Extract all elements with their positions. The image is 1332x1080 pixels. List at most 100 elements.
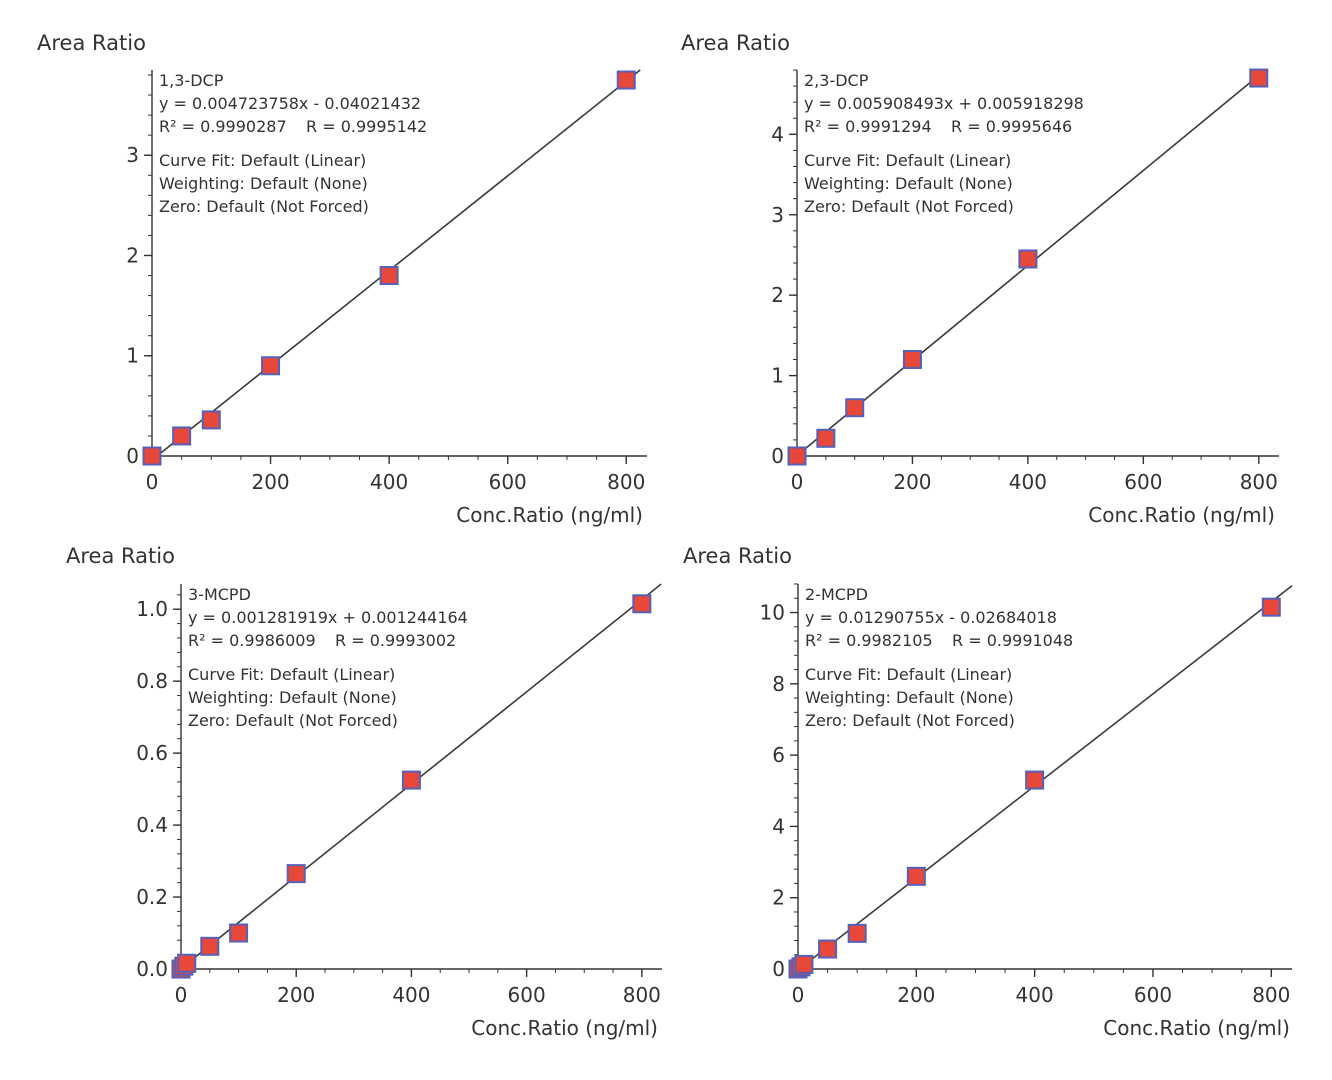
data-point — [816, 428, 836, 448]
regression-equation: y = 0.01290755x - 0.02684018 — [805, 608, 1057, 627]
r-value-text: R = 0.9995142 — [306, 117, 427, 136]
x-tick-label: 200 — [893, 470, 931, 494]
x-tick-label: 0 — [175, 983, 188, 1007]
zero-text: Zero: Default (Not Forced) — [188, 711, 398, 730]
x-tick-label: 0 — [791, 470, 804, 494]
y-tick-label: 10 — [760, 601, 785, 625]
r-squared-text: R² = 0.9991294 — [804, 117, 932, 136]
x-axis-label: Conc.Ratio (ng/ml) — [1088, 503, 1275, 527]
x-tick-label: 800 — [1252, 983, 1290, 1007]
compound-name: 1,3-DCP — [159, 71, 224, 90]
regression-equation: y = 0.005908493x + 0.005918298 — [804, 94, 1084, 113]
weighting-text: Weighting: Default (None) — [804, 174, 1013, 193]
x-tick-label: 200 — [277, 983, 315, 1007]
data-point — [794, 954, 814, 974]
data-point — [632, 594, 652, 614]
y-tick-label: 1 — [771, 364, 784, 388]
r-squared-text: R² = 0.9982105 — [805, 631, 933, 650]
x-tick-label: 800 — [1240, 470, 1278, 494]
r-value-text: R = 0.9991048 — [952, 631, 1073, 650]
fit-line — [156, 69, 641, 457]
x-tick-label: 200 — [251, 470, 289, 494]
x-tick-label: 400 — [392, 983, 430, 1007]
x-tick-label: 600 — [508, 983, 546, 1007]
r-squared-text: R² = 0.9990287 — [159, 117, 287, 136]
y-tick-label: 4 — [771, 122, 784, 146]
y-tick-label: 3 — [126, 143, 139, 167]
x-tick-label: 800 — [623, 983, 661, 1007]
x-axis-label: Conc.Ratio (ng/ml) — [456, 503, 643, 527]
fit-line — [798, 585, 1293, 970]
compound-name: 2-MCPD — [805, 585, 868, 604]
data-point — [787, 446, 807, 466]
data-point — [261, 356, 281, 376]
y-tick-label: 6 — [772, 743, 785, 767]
data-point — [379, 266, 399, 286]
x-tick-label: 400 — [370, 470, 408, 494]
x-tick-label: 400 — [1016, 983, 1054, 1007]
y-tick-label: 0.0 — [136, 957, 168, 981]
y-tick-label: 8 — [772, 672, 785, 696]
fit-line — [180, 583, 662, 970]
chart-panel-2-mcpd: 0 2 4 6 8 10 0 200 400 600 800 Area Ratio Conc.Ratio… — [683, 544, 1293, 1040]
curve-fit-text: Curve Fit: Default (Linear) — [804, 151, 1011, 170]
data-point — [229, 923, 249, 943]
chart-panel-3-mcpd: 0.0 0.2 0.4 0.6 0.8 1.0 0 200 400 600 800 Area Rati… — [66, 544, 662, 1040]
y-axis-label: Area Ratio — [37, 31, 146, 55]
data-point — [1261, 597, 1281, 617]
compound-name: 3-MCPD — [188, 585, 251, 604]
y-tick-label: 2 — [126, 243, 139, 267]
data-point — [845, 398, 865, 418]
data-point — [200, 936, 220, 956]
r-value-text: R = 0.9993002 — [335, 631, 456, 650]
curve-fit-text: Curve Fit: Default (Linear) — [188, 665, 395, 684]
y-tick-label: 0 — [772, 957, 785, 981]
data-point — [1249, 68, 1269, 88]
x-axis-label: Conc.Ratio (ng/ml) — [1103, 1016, 1290, 1040]
y-tick-label: 0.4 — [136, 813, 168, 837]
x-axis-label: Conc.Ratio (ng/ml) — [471, 1016, 658, 1040]
data-point — [1018, 249, 1038, 269]
zero-text: Zero: Default (Not Forced) — [805, 711, 1015, 730]
data-point — [401, 770, 421, 790]
x-tick-label: 600 — [489, 470, 527, 494]
x-tick-label: 0 — [792, 983, 805, 1007]
chart-panel-2-3-dcp: 0 1 2 3 4 0 200 400 600 800 Area Ratio Conc.Ratio (… — [681, 31, 1279, 527]
zero-text: Zero: Default (Not Forced) — [804, 197, 1014, 216]
y-axis-label: Area Ratio — [683, 544, 792, 568]
x-tick-label: 800 — [607, 470, 645, 494]
y-axis-label: Area Ratio — [681, 31, 790, 55]
compound-name: 2,3-DCP — [804, 71, 869, 90]
r-value-text: R = 0.9995646 — [951, 117, 1072, 136]
x-tick-label: 600 — [1124, 470, 1162, 494]
data-point — [818, 939, 838, 959]
data-point — [177, 953, 197, 973]
y-tick-label: 2 — [772, 886, 785, 910]
x-tick-label: 0 — [146, 470, 159, 494]
chart-panel-1-3-dcp: 0 1 2 3 0 200 400 600 800 Area Ratio Conc.Ratio (n… — [37, 31, 647, 527]
weighting-text: Weighting: Default (None) — [188, 688, 397, 707]
regression-equation: y = 0.004723758x - 0.04021432 — [159, 94, 421, 113]
y-tick-label: 0 — [126, 444, 139, 468]
curve-fit-text: Curve Fit: Default (Linear) — [159, 151, 366, 170]
y-tick-label: 3 — [771, 203, 784, 227]
data-point — [142, 446, 162, 466]
data-point — [902, 350, 922, 369]
zero-text: Zero: Default (Not Forced) — [159, 197, 369, 216]
weighting-text: Weighting: Default (None) — [805, 688, 1014, 707]
y-tick-label: 2 — [771, 283, 784, 307]
weighting-text: Weighting: Default (None) — [159, 174, 368, 193]
y-axis-label: Area Ratio — [66, 544, 175, 568]
curve-fit-text: Curve Fit: Default (Linear) — [805, 665, 1012, 684]
x-tick-label: 400 — [1009, 470, 1047, 494]
r-squared-text: R² = 0.9986009 — [188, 631, 316, 650]
y-tick-label: 1 — [126, 344, 139, 368]
y-tick-label: 4 — [772, 814, 785, 838]
y-tick-label: 0.2 — [136, 885, 168, 909]
x-tick-label: 200 — [897, 983, 935, 1007]
data-point — [1025, 770, 1045, 790]
data-point — [172, 426, 192, 446]
y-tick-label: 0.8 — [136, 669, 168, 693]
y-tick-label: 1.0 — [136, 597, 168, 621]
